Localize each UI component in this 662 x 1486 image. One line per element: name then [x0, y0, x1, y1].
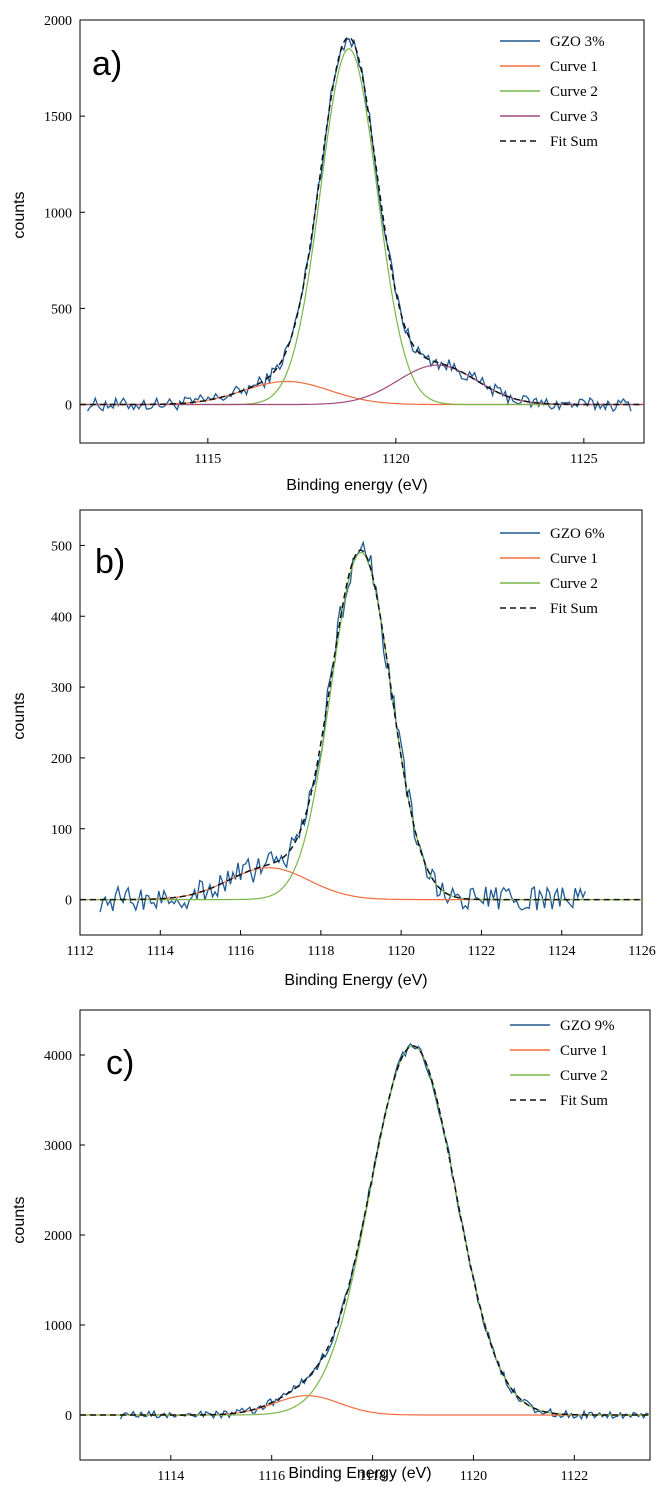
series-fit-sum-line [80, 549, 642, 901]
x-tick-label: 1124 [548, 944, 575, 959]
y-tick-label: 0 [65, 1409, 72, 1424]
x-tick-label: 1116 [227, 944, 254, 959]
x-tick-label: 1114 [147, 944, 174, 959]
legend-label: Fit Sum [560, 1093, 608, 1109]
x-axis-label: Binding Energy (eV) [288, 1465, 431, 1482]
legend-label: GZO 9% [560, 1018, 615, 1034]
plot-area [80, 540, 642, 913]
y-tick-label: 4000 [44, 1049, 72, 1064]
legend-label: Curve 2 [550, 84, 598, 100]
x-tick-label: 1116 [258, 1469, 285, 1484]
x-tick-label: 1112 [67, 944, 94, 959]
plot-area [80, 36, 644, 413]
legend-label: Fit Sum [550, 134, 598, 150]
y-tick-label: 300 [51, 681, 72, 696]
y-axis-label: counts [11, 1196, 28, 1243]
series-component-line-1 [80, 380, 644, 406]
plot-frame [79, 509, 643, 936]
y-tick-label: 200 [51, 752, 72, 767]
y-tick-label: 1000 [44, 206, 72, 221]
legend-label: Fit Sum [550, 601, 598, 617]
legend-label: Curve 1 [550, 551, 598, 567]
series-component-line-3 [80, 364, 644, 406]
legend: GZO 9% Curve 1 Curve 2 Fit Sum [510, 1018, 615, 1109]
y-axis-label: counts [11, 191, 28, 238]
y-tick-label: 100 [51, 823, 72, 838]
legend-label: Curve 2 [550, 576, 598, 592]
series-fit-sum-line [80, 1045, 650, 1416]
x-axis-label: Binding energy (eV) [286, 477, 427, 494]
x-tick-label: 1114 [157, 1469, 184, 1484]
chart-panel-1: 0 500 1000 1500 2000 1115 1120 1125 Binding ener… [11, 14, 645, 494]
x-tick-label: 1115 [194, 452, 221, 467]
legend-label: Curve 1 [550, 59, 598, 75]
legend-label: GZO 3% [550, 34, 605, 50]
y-tick-label: 500 [51, 539, 72, 554]
y-tick-label: 0 [65, 894, 72, 909]
y-tick-label: 3000 [44, 1139, 72, 1154]
series-component-line-2 [80, 48, 644, 406]
x-tick-label: 1120 [382, 452, 409, 467]
panel-label: a) [92, 45, 122, 83]
series-fit-sum-line [80, 36, 644, 406]
y-tick-label: 400 [51, 610, 72, 625]
panel-label: c) [106, 1044, 134, 1082]
chart-panel-2: 0 100 200 300 400 500 1112 1114 1116 1118 1120 1122… [11, 509, 656, 989]
legend-label: Curve 2 [560, 1068, 608, 1084]
x-tick-label: 1120 [460, 1469, 487, 1484]
y-tick-label: 500 [51, 302, 72, 317]
series-data-line [86, 37, 632, 413]
legend-label: Curve 3 [550, 109, 598, 125]
legend-label: GZO 6% [550, 526, 605, 542]
legend: GZO 3% Curve 1 Curve 2 Curve 3 Fit Sum [500, 34, 605, 150]
y-tick-label: 0 [65, 399, 72, 414]
series-component-line-1 [80, 1395, 650, 1416]
chart-panel-3: 0 1000 2000 3000 4000 1114 1116 1118 1120 1122 Bin… [11, 1009, 651, 1484]
panel-label: b) [95, 543, 125, 581]
y-tick-label: 1000 [44, 1319, 72, 1334]
x-tick-label: 1118 [359, 1469, 386, 1484]
x-tick-label: 1122 [561, 1469, 588, 1484]
y-tick-label: 2000 [44, 14, 72, 29]
x-tick-label: 1122 [468, 944, 495, 959]
x-tick-label: 1118 [307, 944, 334, 959]
plot-frame [79, 19, 645, 444]
x-axis-label: Binding Energy (eV) [284, 972, 427, 989]
legend: GZO 6% Curve 1 Curve 2 Fit Sum [500, 526, 605, 617]
plot-area [80, 1042, 650, 1421]
x-tick-label: 1126 [628, 944, 655, 959]
x-tick-label: 1120 [387, 944, 414, 959]
y-tick-label: 1500 [44, 110, 72, 125]
y-tick-label: 2000 [44, 1229, 72, 1244]
series-data-line [99, 540, 587, 913]
legend-label: Curve 1 [560, 1043, 608, 1059]
x-tick-label: 1125 [570, 452, 597, 467]
y-axis-label: counts [11, 692, 28, 739]
